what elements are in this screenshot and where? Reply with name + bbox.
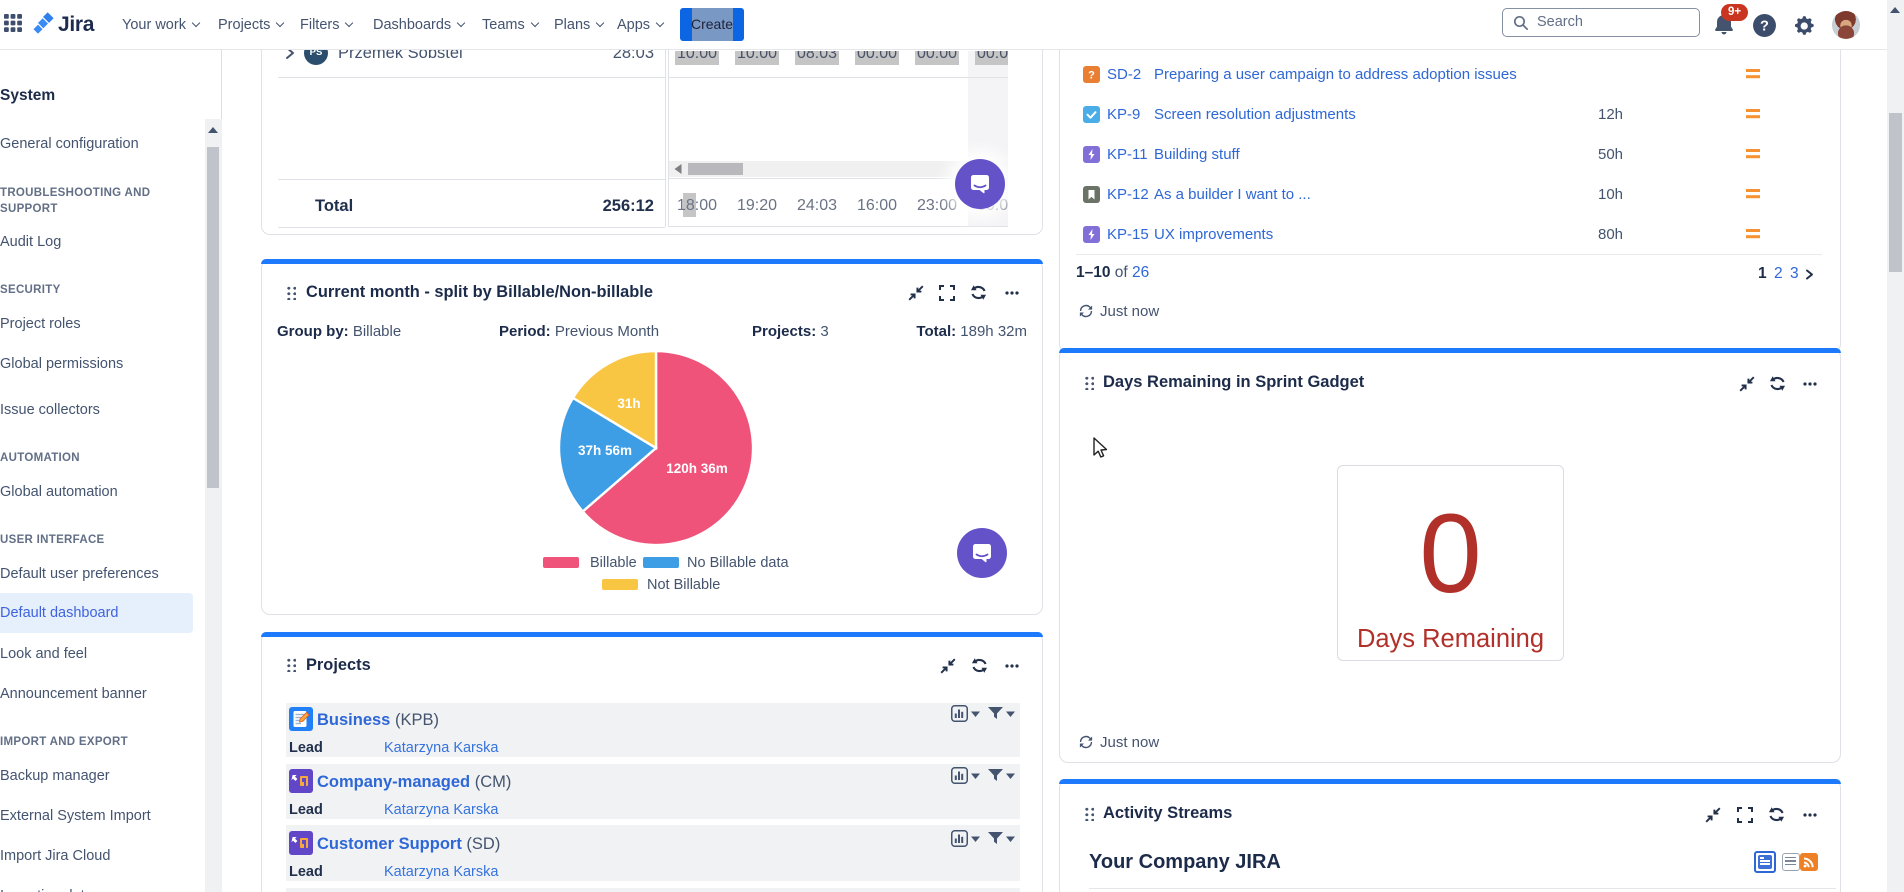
svg-text:120h 36m: 120h 36m <box>666 461 728 476</box>
svg-text:?: ? <box>1760 19 1769 35</box>
svg-text:31h: 31h <box>617 396 640 411</box>
svg-text:?: ? <box>1088 70 1095 82</box>
svg-text:37h 56m: 37h 56m <box>578 443 632 458</box>
